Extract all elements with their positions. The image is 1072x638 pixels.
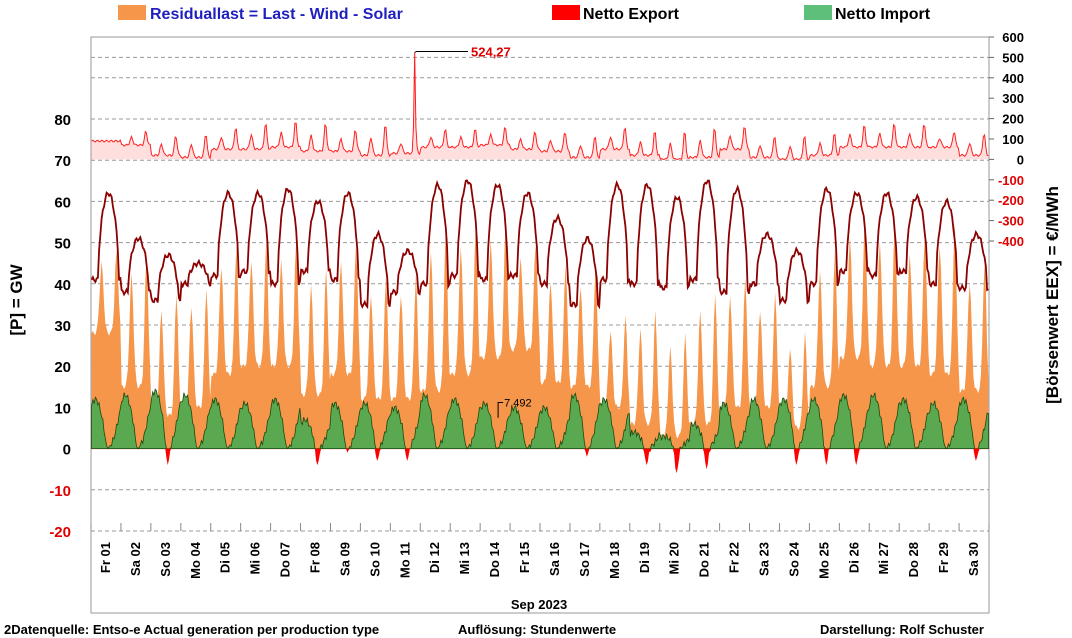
footer-resolution: Auflösung: Stundenwerte — [458, 622, 616, 637]
x-axis-title: Sep 2023 — [511, 597, 567, 612]
x-tick-label: Mi 13 — [457, 542, 472, 575]
residual-area — [91, 217, 989, 449]
y-right-tick-label: -400 — [998, 234, 1024, 249]
x-tick-label: Di 19 — [637, 542, 652, 573]
y-right-tick-label: -300 — [998, 214, 1024, 229]
export-area — [91, 448, 989, 474]
x-tick-label: Fr 22 — [727, 542, 742, 573]
x-tick-label: Di 12 — [427, 542, 442, 573]
gridlines — [91, 56, 989, 532]
x-tick-label: Di 26 — [846, 542, 861, 573]
x-tick-label: Fr 29 — [936, 542, 951, 573]
y-left-tick-label: 80 — [54, 112, 71, 129]
import-peak-label: 7,492 — [504, 397, 532, 409]
x-tick-label: Sa 30 — [966, 542, 981, 576]
y-right-tick-label: -200 — [998, 193, 1024, 208]
load-series — [90, 179, 989, 310]
footer-source: 2Datenquelle: Entso-e Actual generation … — [4, 622, 379, 637]
x-tick-label: Sa 09 — [337, 542, 352, 576]
x-tick-label: Sa 23 — [757, 542, 772, 576]
price-area — [91, 52, 989, 160]
y-right-tick-label: -100 — [998, 173, 1024, 188]
x-tick-label: Fr 08 — [308, 542, 323, 573]
import-peak-leader — [497, 401, 504, 418]
x-tick-label: Do 07 — [278, 542, 293, 577]
y-right-tick-label: 600 — [1002, 30, 1024, 45]
y-left-tick-label: 10 — [54, 400, 71, 417]
y-left-tick-label: 50 — [54, 236, 71, 253]
x-tick-label: Mo 18 — [607, 542, 622, 579]
footer-author: Darstellung: Rolf Schuster — [820, 622, 984, 637]
price-max-leader — [414, 50, 468, 53]
y-left-tick-label: 60 — [54, 194, 71, 211]
x-tick-label: Mi 27 — [876, 542, 891, 575]
y-right-tick-label: 300 — [1002, 91, 1024, 106]
y-right-tick-label: 100 — [1002, 132, 1024, 147]
y-axis-right-title: [Börsenwert EEX] = €/MWh — [1043, 186, 1062, 404]
axes: -20-1001020304050607080-400-300-200-1000… — [49, 30, 1024, 579]
y-left-tick-label: -10 — [49, 483, 71, 500]
x-tick-label: Mo 04 — [188, 541, 203, 579]
annotations: 524,27 7,492 — [414, 44, 532, 418]
x-tick-label: Fr 15 — [517, 542, 532, 573]
x-tick-label: Fr 01 — [98, 542, 113, 573]
price-line — [91, 52, 989, 160]
y-left-tick-label: 20 — [54, 359, 71, 376]
price-max-label: 524,27 — [471, 44, 511, 59]
legend-swatch-export — [552, 5, 580, 20]
y-left-tick-label: -20 — [49, 524, 71, 541]
trade-series — [91, 388, 989, 474]
x-tick-label: Do 14 — [487, 541, 502, 577]
y-left-tick-label: 70 — [54, 153, 71, 170]
x-tick-label: Sa 16 — [547, 542, 562, 576]
legend-swatch-import — [804, 5, 832, 20]
legend-label-export: Netto Export — [583, 6, 680, 23]
x-tick-label: Do 21 — [697, 542, 712, 577]
legend-label-import: Netto Import — [835, 6, 931, 23]
y-left-tick-label: 0 — [63, 442, 71, 459]
y-right-tick-label: 500 — [1002, 50, 1024, 65]
y-right-tick-label: 200 — [1002, 112, 1024, 127]
x-tick-label: So 24 — [786, 541, 801, 576]
y-right-tick-label: 400 — [1002, 71, 1024, 86]
legend-label-residual: Residuallast = Last - Wind - Solar — [150, 6, 403, 23]
x-tick-label: Mi 06 — [248, 542, 263, 575]
legend-swatch-residual — [118, 5, 146, 20]
price-series — [91, 52, 989, 160]
y-axis-left-title: [P] = GW — [7, 263, 26, 335]
x-tick-label: So 03 — [158, 542, 173, 577]
import-area — [91, 388, 989, 450]
x-tick-label: So 17 — [577, 542, 592, 577]
x-tick-label: Mi 20 — [667, 542, 682, 575]
legend: Residuallast = Last - Wind - Solar Netto… — [118, 5, 931, 23]
x-tick-label: Do 28 — [906, 542, 921, 577]
x-tick-label: Mo 11 — [397, 542, 412, 578]
y-left-tick-label: 40 — [54, 277, 71, 294]
x-tick-label: Sa 02 — [128, 542, 143, 576]
y-right-tick-label: 0 — [1017, 152, 1024, 167]
x-tick-label: Di 05 — [218, 542, 233, 573]
x-tick-label: So 10 — [367, 542, 382, 577]
y-left-tick-label: 30 — [54, 318, 71, 335]
load-line — [90, 179, 989, 310]
residual-series — [91, 217, 989, 449]
x-tick-label: Mo 25 — [816, 542, 831, 579]
